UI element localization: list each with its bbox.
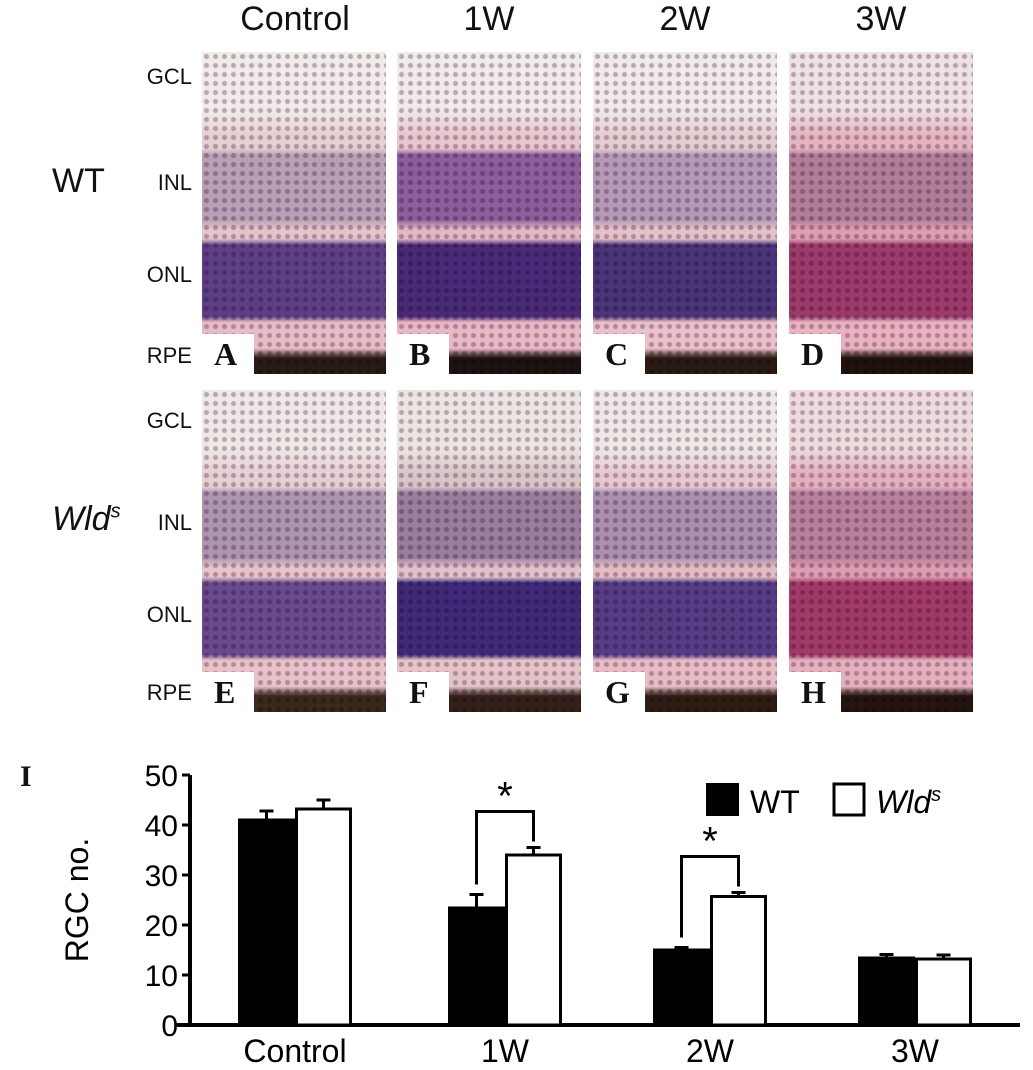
layer-label-onl: ONL [146, 262, 192, 287]
row-label-wlds: Wlds [52, 500, 121, 539]
significance-star: * [497, 775, 513, 819]
layer-label-inl: INL [157, 170, 192, 195]
histology-panel: E [202, 390, 386, 712]
panel-label: F [397, 672, 449, 712]
bar-control-wt [238, 818, 295, 1027]
row-label-wlds-text: Wld [52, 500, 111, 538]
x-tick-label: 3W [891, 1033, 940, 1069]
y-axis-label: RGC no. [59, 838, 95, 962]
significance-bracket [475, 810, 535, 885]
panel-label: D [789, 334, 841, 374]
cell-nuclei-texture [789, 390, 973, 712]
column-header-3w: 3W [855, 0, 907, 38]
significance-bracket [680, 855, 740, 938]
significance-star: * [702, 820, 718, 864]
layer-label-rpe: RPE [146, 680, 192, 705]
column-header-2w: 2W [659, 0, 711, 38]
layer-label-gcl: GCL [146, 64, 192, 89]
histology-panel: D [789, 52, 973, 374]
cell-nuclei-texture [397, 52, 581, 374]
retina-section-image [789, 52, 973, 374]
bar-1w-wt [448, 906, 505, 1027]
x-tick-label: 2W [686, 1033, 735, 1069]
bar-3w-wld [915, 957, 972, 1027]
cell-nuclei-texture [593, 390, 777, 712]
y-tick-label: 20 [145, 910, 178, 943]
legend-swatch-wt [706, 783, 739, 816]
layer-label-inl: INL [157, 510, 192, 535]
legend-label-wlds-superscript: s [931, 784, 941, 806]
y-tick-label: 50 [145, 760, 178, 793]
cell-nuclei-texture [593, 52, 777, 374]
layer-label-rpe: RPE [146, 343, 192, 368]
cell-nuclei-texture [202, 52, 386, 374]
histology-panel: F [397, 390, 581, 712]
retina-section-image [593, 390, 777, 712]
layer-label-gcl: GCL [146, 408, 192, 433]
histology-panel: A [202, 52, 386, 374]
bar-2w-wt [653, 948, 710, 1027]
column-header-1w: 1W [463, 0, 515, 38]
cell-nuclei-texture [397, 390, 581, 712]
bar-2w-wld [710, 895, 767, 1027]
row-label-wlds-superscript: s [110, 500, 121, 523]
panel-label: A [202, 334, 254, 374]
bar-1w-wld [505, 853, 562, 1027]
retina-section-image [397, 52, 581, 374]
retina-section-image [202, 390, 386, 712]
retina-section-image [202, 52, 386, 374]
legend-swatch-wlds [832, 782, 866, 817]
y-tick-label: 0 [161, 1010, 178, 1043]
histology-panel: H [789, 390, 973, 712]
x-tick-label: Control [243, 1033, 346, 1069]
legend-label-wlds-text: Wld [876, 784, 932, 820]
panel-label: G [593, 672, 645, 712]
histology-panel: G [593, 390, 777, 712]
histology-panel: C [593, 52, 777, 374]
retina-section-image [593, 52, 777, 374]
legend-label-wlds: Wlds [876, 784, 941, 820]
panel-label: C [593, 334, 645, 374]
panel-label: H [789, 672, 841, 712]
retina-section-image [397, 390, 581, 712]
y-tick-label: 40 [145, 810, 178, 843]
histology-panel: B [397, 52, 581, 374]
y-tick-label: 30 [145, 860, 178, 893]
x-tick-label: 1W [481, 1033, 530, 1069]
legend-label-wt: WT [750, 784, 800, 820]
layer-label-onl: ONL [146, 602, 192, 627]
bar-3w-wt [858, 956, 915, 1027]
retina-section-image [789, 390, 973, 712]
column-header-control: Control [240, 0, 350, 38]
legend: WT Wlds [706, 782, 941, 820]
y-tick-label: 10 [145, 960, 178, 993]
panel-label: B [397, 334, 449, 374]
cell-nuclei-texture [789, 52, 973, 374]
bar-control-wld [295, 807, 352, 1027]
row-label-wt: WT [52, 162, 105, 200]
panel-label: E [202, 672, 254, 712]
cell-nuclei-texture [202, 390, 386, 712]
chart-panel-label: I [20, 760, 32, 793]
